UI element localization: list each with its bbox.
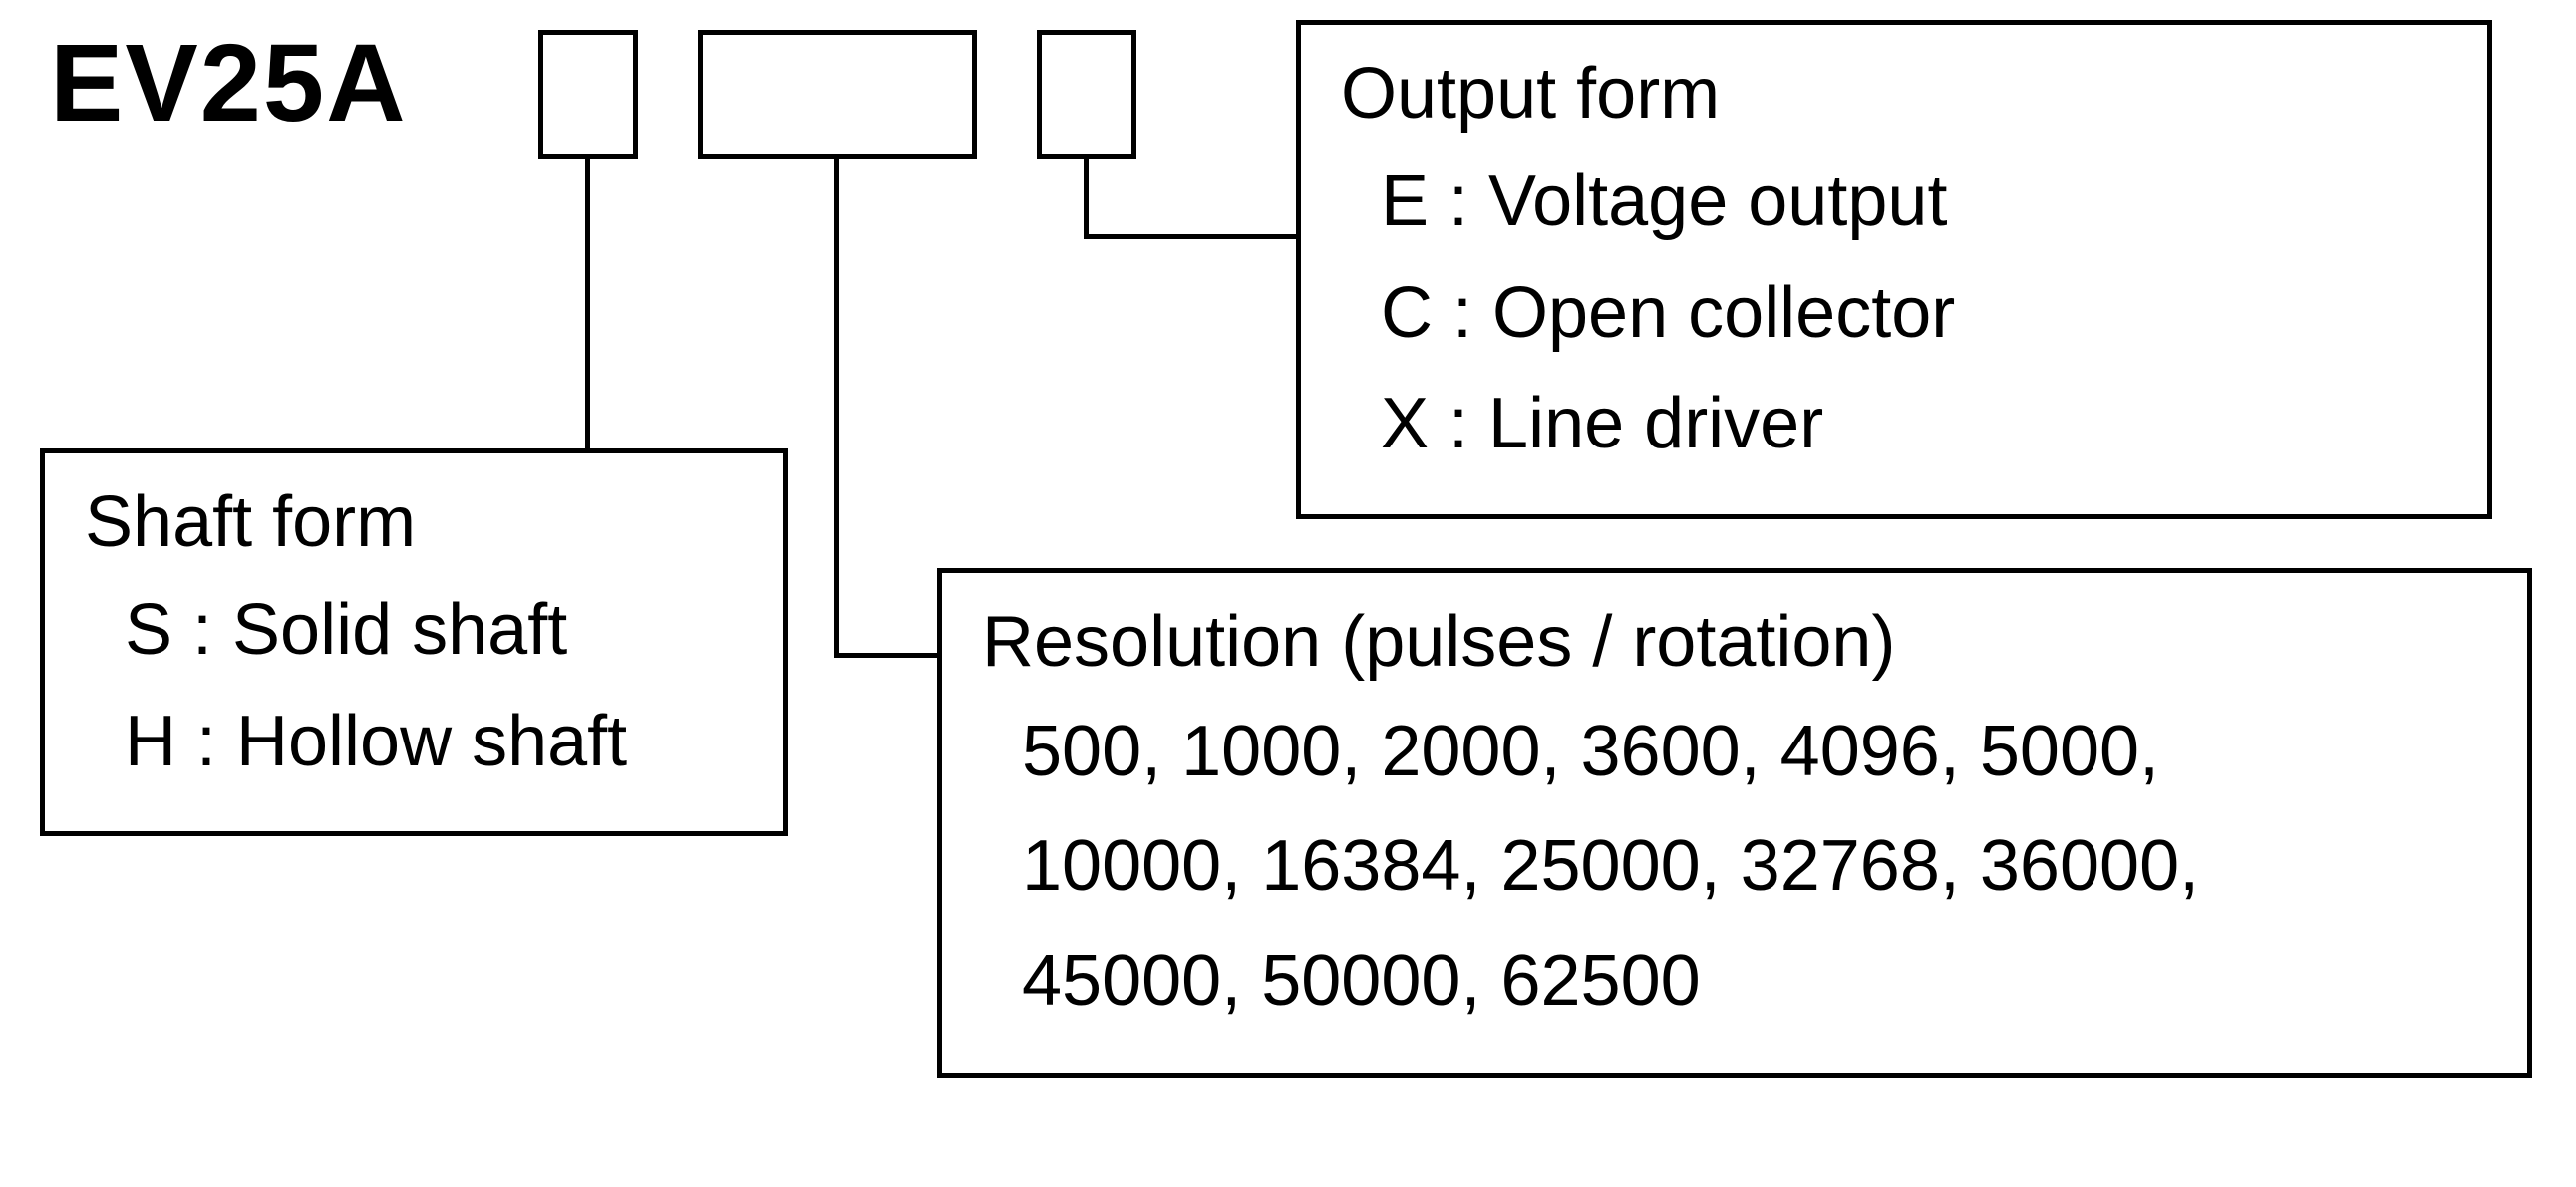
output-form-title: Output form	[1341, 53, 2447, 135]
connector-line	[1084, 234, 1296, 239]
connector-line	[834, 653, 937, 658]
connector-line	[1084, 159, 1089, 239]
part-number-diagram: EV25A Shaft form S : Solid shaft H : Hol…	[0, 0, 2576, 1187]
shaft-form-box: Shaft form S : Solid shaft H : Hollow sh…	[40, 448, 788, 836]
resolution-line: 45000, 50000, 62500	[1022, 924, 2477, 1039]
output-option: X : Line driver	[1341, 369, 2447, 480]
shaft-option: S : Solid shaft	[85, 575, 743, 687]
placeholder-shaft	[538, 30, 638, 159]
output-form-box: Output form E : Voltage output C : Open …	[1296, 20, 2492, 519]
resolution-title: Resolution (pulses / rotation)	[982, 601, 2487, 683]
resolution-values: 500, 1000, 2000, 3600, 4096, 5000, 10000…	[982, 695, 2477, 1039]
shaft-form-title: Shaft form	[85, 481, 743, 563]
connector-line	[834, 159, 839, 658]
model-label: EV25A	[50, 20, 408, 147]
output-option: E : Voltage output	[1341, 147, 2447, 258]
placeholder-resolution	[698, 30, 977, 159]
connector-line	[585, 159, 590, 448]
resolution-box: Resolution (pulses / rotation) 500, 1000…	[937, 568, 2532, 1078]
placeholder-output	[1037, 30, 1136, 159]
output-option: C : Open collector	[1341, 258, 2447, 370]
shaft-option: H : Hollow shaft	[85, 687, 743, 798]
resolution-line: 10000, 16384, 25000, 32768, 36000,	[1022, 809, 2477, 924]
resolution-line: 500, 1000, 2000, 3600, 4096, 5000,	[1022, 695, 2477, 809]
